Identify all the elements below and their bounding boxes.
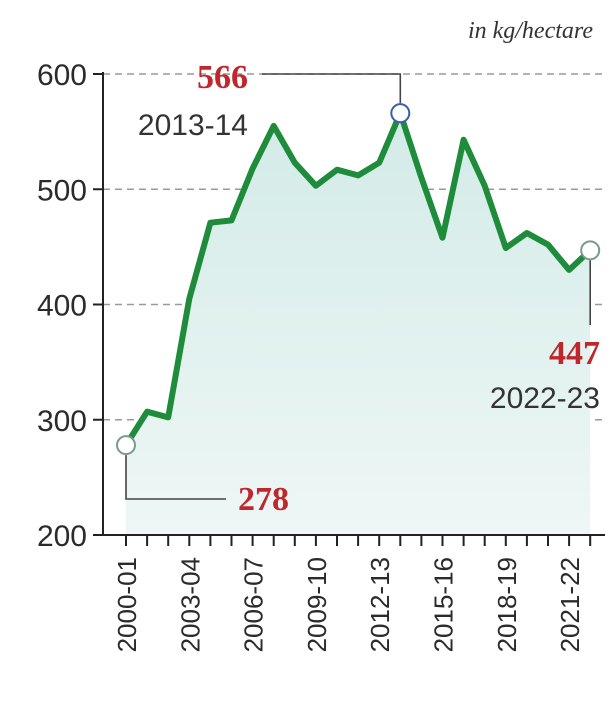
axes [93,72,605,546]
tick-labels: 200 300 400 500 600 2000-01 2003-04 2006-07 2009… [37,59,585,652]
x-tick-label-2000-01: 2000-01 [112,557,142,652]
y-tick-label-500: 500 [37,174,87,207]
peak-marker [390,103,411,124]
end-value-label: 447 [549,335,600,372]
end-marker [580,240,601,261]
x-tick-label-2021-22: 2021-22 [555,557,585,652]
start-marker [116,435,136,456]
start-leader [125,455,226,500]
y-tick-label-200: 200 [37,520,87,553]
start-value-label: 278 [238,481,289,518]
area-fill [126,113,591,535]
x-tick-label-2009-10: 2009-10 [302,557,332,652]
x-tick-label-2006-07: 2006-07 [239,557,269,652]
x-tick-label-2015-16: 2015-16 [429,557,459,652]
end-year-label: 2022-23 [490,382,600,415]
series-line [123,110,594,449]
y-tick-label-400: 400 [37,290,87,323]
x-tick-label-2018-19: 2018-19 [492,557,522,652]
peak-leader [262,73,402,104]
peak-value-label: 566 [197,59,248,96]
y-tick-label-300: 300 [37,405,87,438]
unit-label: in kg/hectare [468,18,593,44]
y-tick-label-600: 600 [37,59,87,92]
x-tick-label-2003-04: 2003-04 [175,557,205,652]
peak-year-label: 2013-14 [138,109,248,142]
annotations: 566 2013-14 278 447 2022-23 [116,59,601,518]
x-tick-label-2012-13: 2012-13 [365,557,395,652]
